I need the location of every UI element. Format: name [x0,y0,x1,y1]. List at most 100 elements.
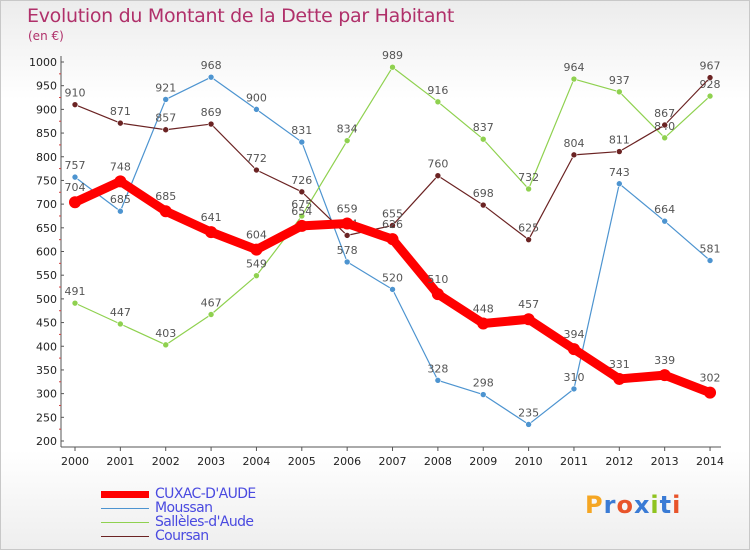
data-point [389,286,396,293]
data-label: 900 [246,91,267,104]
y-tick-label: 200 [36,435,57,448]
data-point [706,74,714,81]
x-tick-label: 2008 [424,455,452,468]
data-label: 928 [700,78,721,91]
series-moussan: 757 685 921 968 900 831 578 520 328 298 235 310 743 6… [65,59,721,428]
data-label: 831 [291,124,312,137]
y-tick-label: 400 [36,340,57,353]
y-tick-label: 300 [36,388,57,401]
data-point [253,106,260,113]
data-label: 871 [110,105,131,118]
data-label: 510 [427,273,448,286]
legend-swatch [101,521,149,523]
chart-subtitle: (en €) [28,29,64,43]
data-label: 937 [609,74,630,87]
chart-title: Evolution du Montant de la Dette par Hab… [27,5,455,27]
data-label: 659 [337,203,358,216]
data-label: 549 [246,258,267,271]
data-label: 834 [337,123,358,136]
data-point [616,148,623,155]
x-tick-label: 2005 [288,455,316,468]
y-tick-label: 450 [36,317,57,330]
data-label: 804 [563,137,584,150]
data-label: 664 [654,203,675,216]
legend-label: Moussan [155,500,213,516]
data-label: 772 [246,152,267,165]
x-tick-label: 2013 [651,455,679,468]
x-tick-label: 2004 [242,455,270,468]
y-tick-label: 500 [36,293,57,306]
y-tick-label: 1000 [29,56,57,69]
data-point [343,232,351,239]
data-label: 331 [609,358,630,371]
data-label: 685 [155,190,176,203]
series-coursan: 9108718578697727266346557606986258048118… [65,60,721,243]
data-point [117,207,124,215]
data-point [159,205,172,218]
x-tick-label: 2012 [605,455,633,468]
data-label: 921 [155,81,176,94]
data-point [207,73,215,81]
data-point [616,88,623,96]
data-point [253,272,260,279]
data-point [207,311,215,318]
data-point [479,135,487,143]
data-point [205,226,218,239]
x-tick-label: 2007 [379,455,407,468]
data-label: 394 [563,328,584,341]
x-tick-label: 2006 [333,455,361,468]
data-point [570,385,578,393]
y-tick-label: 800 [36,151,57,164]
data-point [207,120,215,128]
data-label: 685 [110,193,131,206]
data-point [661,134,668,142]
logo-letter: r [603,491,617,519]
legend-item-coursan: Coursan [101,529,256,543]
y-tick-label: 550 [36,269,57,282]
data-label: 757 [65,159,86,172]
data-label: 732 [518,171,539,184]
data-label: 867 [654,107,675,120]
data-point [386,233,399,246]
data-label: 655 [382,207,403,220]
data-label: 968 [201,59,222,72]
data-label: 811 [609,134,630,147]
data-label: 837 [473,121,494,134]
y-tick-label: 950 [36,80,57,93]
data-point [479,201,487,209]
data-label: 578 [337,244,358,257]
data-point [69,196,81,209]
data-point [389,63,396,71]
x-tick-label: 2003 [197,455,225,468]
y-tick-label: 600 [36,246,57,259]
proxiti-logo: Proxiti [585,491,681,519]
data-label: 726 [291,174,312,187]
data-point [298,212,306,220]
data-point [162,126,170,134]
data-point [250,243,263,256]
data-label: 403 [155,327,176,340]
data-label: 698 [473,187,494,200]
legend-swatch [101,490,149,498]
legend: CUXAC-D'AUDE Moussan Sallèles-d'Aude Cou… [101,487,256,543]
x-tick-label: 2002 [152,455,180,468]
data-point [114,175,127,188]
logo-letter: P [585,491,604,519]
logo-letter: x [633,491,651,519]
data-label: 467 [201,297,222,310]
data-point [616,180,623,188]
data-label: 298 [473,377,494,390]
data-point [434,98,442,106]
data-point [706,257,714,264]
data-point [522,313,535,326]
data-label: 457 [518,298,539,311]
data-point [479,391,487,398]
y-tick-label: 850 [36,127,57,140]
data-point [389,222,396,229]
data-point [162,96,170,103]
x-tick-label: 2014 [696,455,724,468]
data-point [295,219,308,232]
data-label: 743 [609,166,630,179]
data-label: 625 [518,222,539,235]
data-point [477,317,490,330]
